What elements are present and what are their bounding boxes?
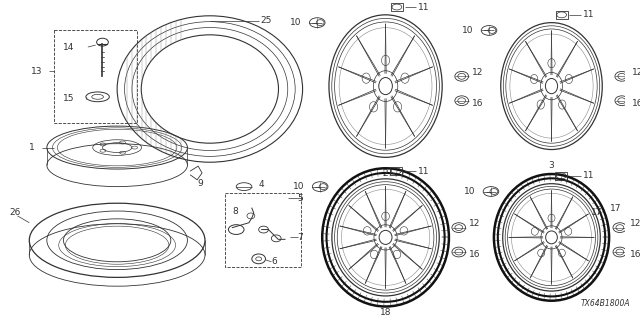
Text: 3: 3 bbox=[548, 161, 554, 170]
Text: 10: 10 bbox=[464, 187, 476, 196]
Text: 16: 16 bbox=[472, 99, 483, 108]
Text: 11: 11 bbox=[583, 172, 594, 180]
Text: 12: 12 bbox=[632, 68, 640, 77]
Text: TX64B1800A: TX64B1800A bbox=[580, 299, 630, 308]
Text: 12: 12 bbox=[630, 219, 640, 228]
Text: 25: 25 bbox=[260, 16, 272, 25]
Text: 11: 11 bbox=[583, 10, 595, 19]
Text: 16: 16 bbox=[468, 251, 480, 260]
Text: 15: 15 bbox=[63, 94, 75, 103]
Bar bbox=[225, 194, 301, 267]
Bar bbox=[556, 11, 568, 19]
Text: 7: 7 bbox=[298, 233, 303, 242]
Text: 14: 14 bbox=[63, 43, 75, 52]
Text: 9: 9 bbox=[197, 179, 203, 188]
Text: 4: 4 bbox=[259, 180, 264, 189]
Bar bbox=[391, 3, 403, 11]
Text: 16: 16 bbox=[632, 99, 640, 108]
Text: 8: 8 bbox=[232, 206, 238, 216]
Text: 12: 12 bbox=[472, 68, 483, 77]
Text: 2: 2 bbox=[383, 169, 388, 178]
Text: 12: 12 bbox=[468, 219, 480, 228]
Text: 26: 26 bbox=[10, 208, 21, 218]
Text: 10: 10 bbox=[462, 26, 474, 35]
Text: 10: 10 bbox=[293, 182, 305, 191]
Text: 16: 16 bbox=[630, 251, 640, 260]
Text: 10: 10 bbox=[290, 18, 301, 27]
Text: 13: 13 bbox=[31, 67, 43, 76]
Text: 1: 1 bbox=[29, 143, 35, 152]
Text: 18: 18 bbox=[380, 308, 391, 317]
Text: 17: 17 bbox=[591, 208, 602, 218]
Bar bbox=[54, 30, 137, 123]
Bar bbox=[556, 172, 567, 180]
Bar bbox=[390, 167, 402, 175]
Text: 11: 11 bbox=[418, 166, 429, 175]
Text: 6: 6 bbox=[271, 257, 277, 266]
Text: 11: 11 bbox=[419, 3, 430, 12]
Text: 17: 17 bbox=[610, 204, 621, 212]
Text: 5: 5 bbox=[298, 194, 303, 203]
